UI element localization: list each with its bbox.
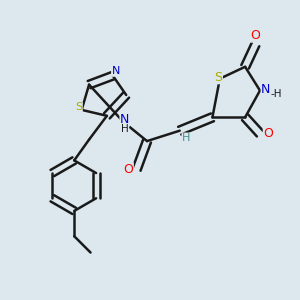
Text: S: S [75, 103, 82, 112]
Text: N: N [112, 66, 120, 76]
Text: N: N [261, 82, 271, 96]
Text: S: S [214, 71, 222, 84]
Text: H: H [182, 133, 190, 143]
Text: N: N [120, 113, 129, 126]
Text: O: O [123, 163, 133, 176]
Text: O: O [263, 127, 273, 140]
Text: -H: -H [271, 88, 282, 98]
Text: O: O [250, 29, 260, 42]
Text: H: H [121, 124, 129, 134]
